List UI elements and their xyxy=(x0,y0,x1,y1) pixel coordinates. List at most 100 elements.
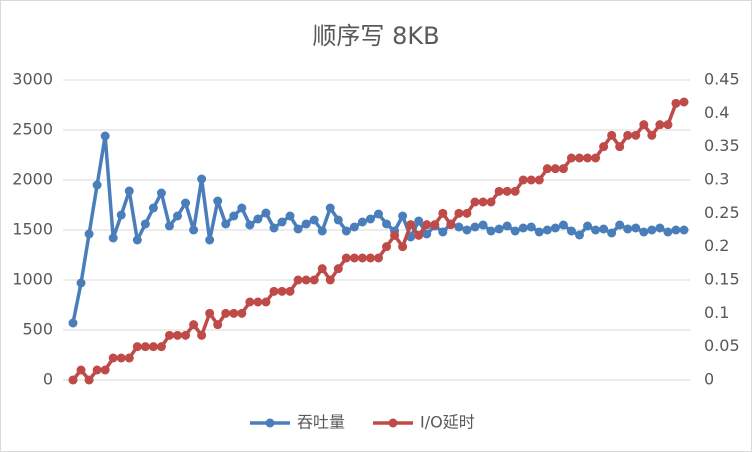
point xyxy=(382,219,392,229)
point xyxy=(173,211,183,221)
point xyxy=(382,242,392,252)
point xyxy=(309,275,319,285)
y-tick-label: 500 xyxy=(22,320,53,339)
point xyxy=(333,264,343,274)
point xyxy=(655,223,665,233)
y2-tick-label: 0.45 xyxy=(704,70,740,89)
point xyxy=(181,198,191,208)
point xyxy=(679,225,689,235)
point xyxy=(494,186,504,196)
point xyxy=(671,225,681,235)
point xyxy=(261,208,271,218)
y-tick-label: 3000 xyxy=(12,70,53,89)
point xyxy=(510,226,520,236)
y2-tick-label: 0.3 xyxy=(704,170,729,189)
point xyxy=(558,164,568,174)
point xyxy=(510,186,520,196)
chart-title: 顺序写 8KB xyxy=(312,22,439,50)
y2-tick-label: 0.25 xyxy=(704,203,740,222)
point xyxy=(301,219,311,229)
point xyxy=(197,330,207,340)
point xyxy=(124,186,134,196)
point xyxy=(374,209,383,219)
y-tick-label: 0 xyxy=(43,370,53,389)
point xyxy=(534,175,544,185)
point xyxy=(205,308,215,318)
point xyxy=(446,220,456,230)
y-tick-label: 2500 xyxy=(12,120,53,139)
point xyxy=(325,203,335,213)
point xyxy=(574,153,584,163)
point xyxy=(623,130,633,140)
point xyxy=(390,230,400,240)
point xyxy=(213,320,223,330)
point xyxy=(277,286,287,296)
point xyxy=(462,225,472,235)
point xyxy=(607,130,617,140)
point xyxy=(470,222,480,232)
point xyxy=(140,342,150,352)
point xyxy=(398,211,408,221)
point xyxy=(647,225,657,235)
point xyxy=(76,278,86,288)
point xyxy=(542,164,552,174)
point xyxy=(116,210,126,220)
point xyxy=(526,175,536,185)
point xyxy=(237,203,247,213)
point xyxy=(317,264,327,274)
point xyxy=(438,227,448,237)
y2-tick-label: 0.05 xyxy=(704,336,740,355)
point xyxy=(671,98,681,108)
point xyxy=(197,174,207,184)
legend-label: I/O延时 xyxy=(420,413,475,432)
point xyxy=(341,253,351,263)
point xyxy=(607,228,617,238)
point xyxy=(148,342,158,352)
point xyxy=(566,153,576,163)
point xyxy=(253,297,263,307)
point xyxy=(454,208,464,218)
y2-tick-label: 0.4 xyxy=(704,103,729,122)
point xyxy=(583,221,593,231)
point xyxy=(325,275,335,285)
point xyxy=(478,197,488,207)
point xyxy=(349,253,359,263)
point xyxy=(173,330,183,340)
y-tick-label: 1000 xyxy=(12,270,53,289)
point xyxy=(454,222,464,232)
point xyxy=(100,365,110,375)
y2-tick-label: 0.2 xyxy=(704,236,729,255)
point xyxy=(486,226,496,236)
point xyxy=(631,223,641,233)
point xyxy=(502,186,512,196)
point xyxy=(221,219,231,229)
point xyxy=(615,142,625,152)
point xyxy=(422,229,432,239)
point xyxy=(164,330,174,340)
point xyxy=(422,220,432,230)
point xyxy=(221,308,231,318)
point xyxy=(132,342,142,352)
point xyxy=(205,235,215,245)
legend-label: 吞吐量 xyxy=(297,413,345,432)
point xyxy=(583,153,593,163)
point xyxy=(365,214,375,224)
point xyxy=(309,215,319,225)
point xyxy=(398,242,408,252)
point xyxy=(486,197,496,207)
y2-tick-label: 0.15 xyxy=(704,270,740,289)
legend-marker xyxy=(388,418,398,428)
point xyxy=(430,220,440,230)
point xyxy=(357,217,367,227)
point xyxy=(124,353,134,363)
point xyxy=(108,233,118,243)
point xyxy=(100,131,110,141)
point xyxy=(470,197,480,207)
point xyxy=(591,225,601,235)
point xyxy=(631,130,641,140)
point xyxy=(663,120,673,130)
point xyxy=(599,224,609,234)
point xyxy=(333,215,343,225)
point xyxy=(189,320,199,330)
